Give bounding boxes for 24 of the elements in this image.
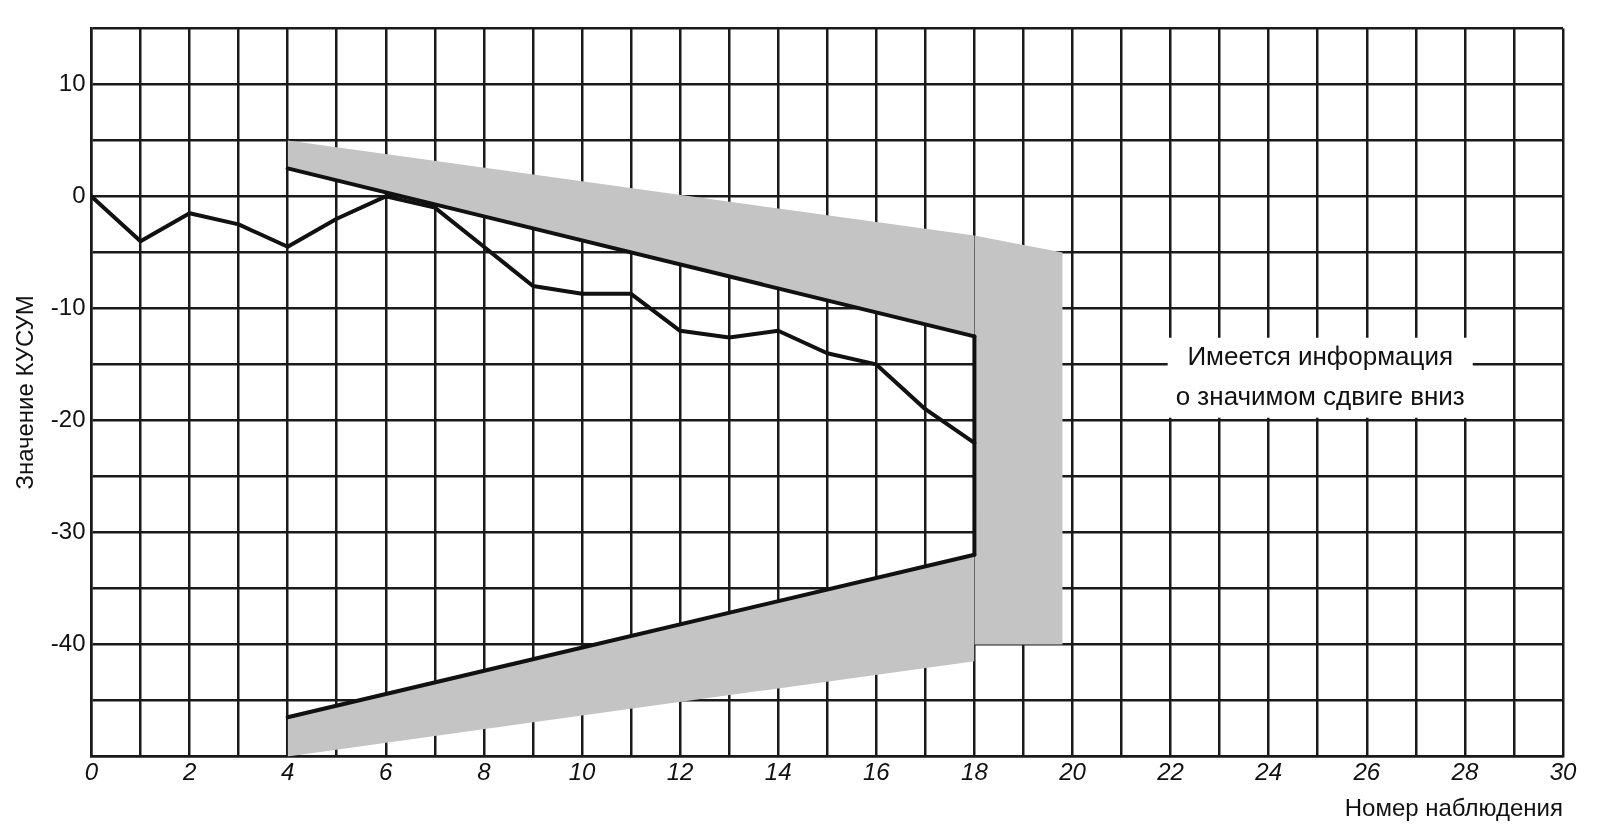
y-tick-label: -30 — [50, 517, 86, 545]
x-tick-label: 4 — [281, 758, 295, 786]
x-tick-label: 18 — [961, 758, 989, 786]
x-tick-label: 2 — [181, 758, 197, 786]
x-tick-label: 10 — [568, 758, 596, 786]
y-tick-label: -40 — [50, 629, 86, 657]
x-tick-label: 12 — [666, 758, 694, 786]
y-axis-title: Значение КУСУМ — [11, 295, 39, 490]
y-tick-label: -10 — [50, 293, 86, 321]
y-tick-label: 0 — [72, 181, 86, 209]
x-tick-label: 14 — [764, 758, 792, 786]
x-axis-title: Номер наблюдения — [1344, 794, 1563, 822]
y-tick-label: -20 — [50, 405, 86, 433]
x-tick-label: 8 — [477, 758, 492, 786]
x-tick-label: 30 — [1549, 758, 1577, 786]
x-tick-label: 28 — [1450, 758, 1479, 786]
y-tick-label: 10 — [58, 69, 86, 97]
x-tick-label: 20 — [1058, 758, 1087, 786]
annotation: Имеется информация о значимом сдвиге вниз — [1175, 341, 1465, 412]
x-tick-label: 24 — [1254, 758, 1283, 786]
x-tick-label: 22 — [1156, 758, 1184, 786]
x-tick-label: 16 — [862, 758, 891, 786]
x-tick-label: 6 — [379, 758, 394, 786]
x-tick-label: 26 — [1352, 758, 1381, 786]
